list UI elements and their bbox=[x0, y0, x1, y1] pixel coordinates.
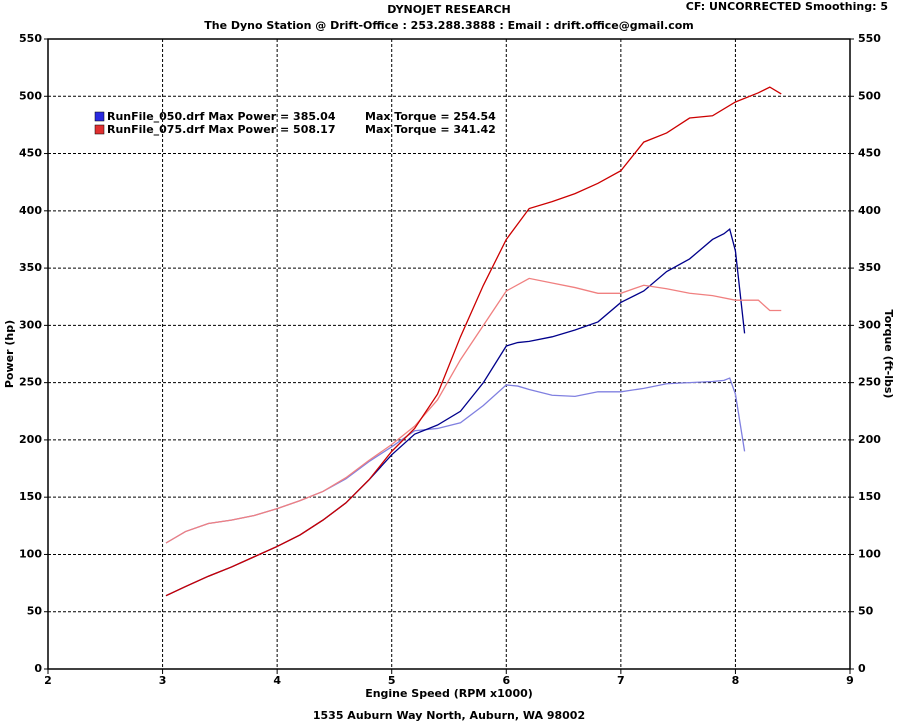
y-tick-label: 150 bbox=[19, 490, 42, 503]
y-tick-label: 100 bbox=[19, 547, 42, 560]
y2-tick-label: 500 bbox=[858, 89, 881, 102]
footer: 1535 Auburn Way North, Auburn, WA 98002 bbox=[313, 709, 585, 722]
torque-line bbox=[165, 277, 782, 544]
y-tick-label: 50 bbox=[27, 605, 43, 618]
y-tick-label: 200 bbox=[19, 433, 42, 446]
y2-tick-label: 50 bbox=[858, 605, 874, 618]
legend-swatch bbox=[94, 111, 105, 122]
y-tick-label: 0 bbox=[34, 662, 42, 675]
corner-note: CF: UNCORRECTED Smoothing: 5 bbox=[686, 0, 888, 13]
x-tick-label: 5 bbox=[388, 674, 396, 687]
y-tick-label: 250 bbox=[19, 376, 42, 389]
x-tick-label: 3 bbox=[159, 674, 167, 687]
y2-tick-label: 400 bbox=[858, 204, 881, 217]
y-tick-label: 350 bbox=[19, 261, 42, 274]
x-tick-label: 6 bbox=[502, 674, 510, 687]
chart-title: DYNOJET RESEARCH bbox=[387, 3, 510, 16]
legend-swatch bbox=[94, 124, 105, 135]
x-tick-label: 7 bbox=[617, 674, 625, 687]
y2-tick-label: 300 bbox=[858, 318, 881, 331]
y2-axis-label: Torque (ft-lbs) bbox=[882, 310, 895, 399]
y2-tick-label: 0 bbox=[858, 662, 866, 675]
y-tick-label: 550 bbox=[19, 32, 42, 45]
x-axis-label: Engine Speed (RPM x1000) bbox=[365, 687, 533, 700]
y-tick-label: 450 bbox=[19, 147, 42, 160]
y-tick-label: 500 bbox=[19, 89, 42, 102]
chart-subtitle: The Dyno Station @ Drift-Office : 253.28… bbox=[204, 19, 693, 32]
legend-torque: Max Torque = 341.42 bbox=[365, 123, 496, 136]
plot-frame bbox=[47, 38, 851, 670]
x-tick-label: 9 bbox=[846, 674, 854, 687]
y2-tick-label: 550 bbox=[858, 32, 881, 45]
legend-label: RunFile_050.drf Max Power = 385.04 bbox=[107, 110, 336, 123]
power-line bbox=[165, 86, 782, 597]
x-tick-label: 8 bbox=[732, 674, 740, 687]
x-tick-label: 2 bbox=[44, 674, 52, 687]
legend-label: RunFile_075.drf Max Power = 508.17 bbox=[107, 123, 336, 136]
x-tick-label: 4 bbox=[273, 674, 281, 687]
y2-tick-label: 350 bbox=[858, 261, 881, 274]
y2-tick-label: 200 bbox=[858, 433, 881, 446]
y2-tick-label: 150 bbox=[858, 490, 881, 503]
y2-tick-label: 250 bbox=[858, 376, 881, 389]
y2-tick-label: 100 bbox=[858, 547, 881, 560]
y-tick-label: 400 bbox=[19, 204, 42, 217]
y2-tick-label: 450 bbox=[858, 147, 881, 160]
y-axis-label: Power (hp) bbox=[3, 320, 16, 388]
y-tick-label: 300 bbox=[19, 318, 42, 331]
legend-torque: Max Torque = 254.54 bbox=[365, 110, 496, 123]
